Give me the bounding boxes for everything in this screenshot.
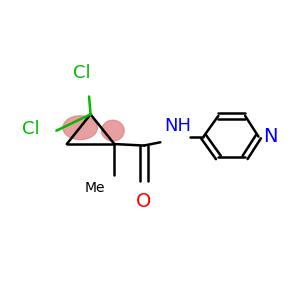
Text: NH: NH: [165, 117, 192, 135]
Text: N: N: [263, 127, 278, 146]
Ellipse shape: [102, 120, 124, 141]
Text: Cl: Cl: [22, 120, 40, 138]
Text: Cl: Cl: [73, 64, 91, 82]
Text: O: O: [136, 192, 152, 211]
Text: Me: Me: [85, 181, 105, 195]
Ellipse shape: [63, 116, 98, 140]
